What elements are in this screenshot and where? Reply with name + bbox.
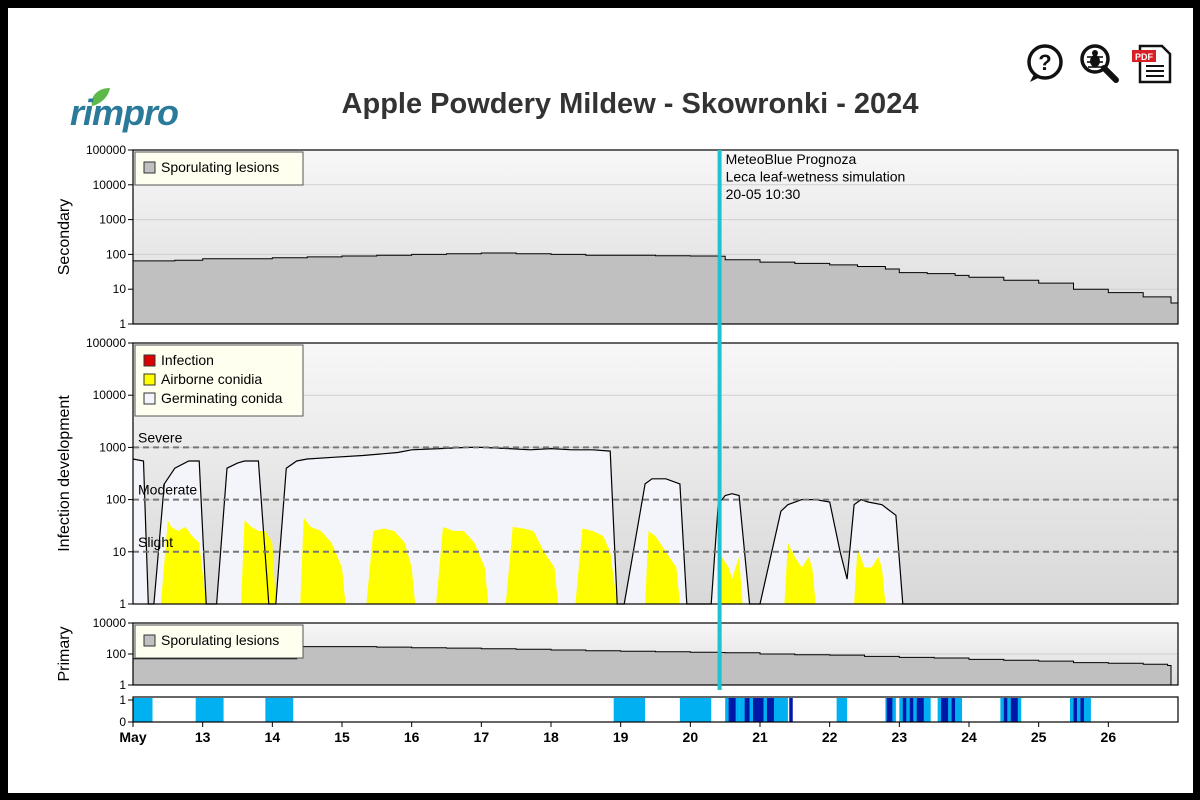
airborne-conidia-area: [160, 517, 886, 604]
legend-swatch: [143, 373, 156, 386]
secondary-y-label: Secondary: [56, 199, 73, 276]
pdf-icon[interactable]: PDF: [1130, 40, 1176, 86]
legend-label: Sporulating lesions: [161, 159, 279, 175]
wetness-bar: [265, 698, 294, 722]
wetness-bar: [753, 698, 764, 722]
wetness-bar: [1073, 698, 1077, 722]
primary-legend: Sporulating lesions: [134, 624, 304, 659]
infection-y-tick-label: 100000: [86, 336, 126, 350]
wetness-bar: [909, 698, 914, 722]
secondary-y-tick-label: 100000: [86, 143, 126, 157]
x-tick-label: 19: [613, 729, 629, 745]
infection-legend-box: [134, 344, 304, 417]
secondary-y-tick-label: 100: [106, 247, 126, 261]
x-tick-label: 25: [1031, 729, 1047, 745]
infection-y-label: Infection development: [56, 395, 73, 552]
wetness-bar: [766, 698, 774, 722]
x-tick-label: 22: [822, 729, 838, 745]
wetness-bar: [836, 698, 848, 722]
x-tick-label: 24: [961, 729, 977, 745]
wetness-bar: [195, 698, 224, 722]
infection-y-tick-label: 100: [106, 493, 126, 507]
primary-y-tick-label: 10000: [93, 616, 127, 630]
primary-y-tick-label: 1: [119, 678, 126, 692]
legend-swatch: [143, 161, 156, 174]
primary-legend-box: [134, 624, 304, 659]
primary-y-label: Primary: [56, 626, 73, 681]
x-tick-label: 18: [543, 729, 559, 745]
threshold-label-severe: Severe: [138, 429, 183, 445]
infection-y-tick-label: 10: [113, 545, 127, 559]
wetness-bar: [902, 698, 907, 722]
threshold-label-slight: Slight: [138, 534, 173, 550]
x-tick-label: 16: [404, 729, 420, 745]
primary-y-tick-label: 100: [106, 647, 126, 661]
pest-search-icon[interactable]: [1076, 40, 1122, 86]
secondary-sporulating-area: [133, 253, 1178, 324]
legend-swatch: [143, 354, 156, 367]
germinating-conidia-line: [132, 446, 1171, 605]
wetness-bar: [789, 698, 793, 722]
secondary-panel-border: [132, 149, 1179, 325]
wetness-bar: [679, 698, 712, 722]
primary-sporulating-line: [133, 646, 1178, 686]
legend-swatch: [143, 392, 156, 405]
primary-sporulating-area: [133, 646, 1178, 685]
wetness-bar: [1010, 698, 1018, 722]
x-tick-label: 20: [683, 729, 699, 745]
secondary-y-tick-label: 1000: [99, 213, 126, 227]
wetness-y-tick-label: 1: [119, 693, 126, 707]
logo-text: rimpro: [70, 92, 179, 133]
infection-y-tick-label: 10000: [93, 388, 127, 402]
secondary-legend-box: [134, 151, 304, 186]
secondary-sporulating-line: [133, 252, 1178, 304]
svg-text:?: ?: [1038, 50, 1051, 75]
toolbar: ? PDF: [1022, 40, 1177, 86]
legend-label: Sporulating lesions: [161, 632, 279, 648]
logo: rimpro: [70, 86, 190, 136]
wetness-bar: [941, 698, 949, 722]
x-tick-label: 15: [334, 729, 350, 745]
forecast-annotation: Leca leaf-wetness simulation: [726, 169, 906, 185]
secondary-y-tick-label: 10000: [93, 178, 127, 192]
wetness-bar: [744, 698, 750, 722]
wetness-y-tick-label: 0: [119, 715, 126, 729]
secondary-y-tick-label: 1: [119, 317, 126, 331]
wetness-bar: [886, 698, 893, 722]
x-tick-label: 13: [195, 729, 211, 745]
wetness-bar: [613, 698, 646, 722]
primary-panel-border: [132, 622, 1179, 686]
wetness-bar: [133, 698, 153, 722]
forecast-annotation: MeteoBlue Prognoza: [726, 151, 857, 167]
threshold-label-moderate: Moderate: [138, 482, 197, 498]
help-icon[interactable]: ?: [1022, 40, 1068, 86]
wetness-bar: [728, 698, 736, 722]
wetness-bar: [916, 698, 924, 722]
infection-y-tick-label: 1000: [99, 440, 126, 454]
infection-panel-border: [132, 342, 1179, 605]
infection-legend: Infection Airborne conidia Germinating con…: [134, 344, 304, 417]
legend-label: Airborne conidia: [161, 371, 262, 387]
chart-title: Apple Powdery Mildew - Skowronki - 2024: [341, 88, 919, 120]
x-tick-label: May: [119, 729, 146, 745]
pdf-icon-label: PDF: [1135, 52, 1154, 62]
x-tick-label: 14: [265, 729, 281, 745]
legend-swatch: [143, 634, 156, 647]
legend-label: Germinating conida: [161, 390, 283, 406]
x-tick-label: 23: [892, 729, 908, 745]
wetness-bar: [1080, 698, 1084, 722]
infection-y-tick-label: 1: [119, 597, 126, 611]
wetness-bar: [1003, 698, 1008, 722]
wetness-bar: [951, 698, 956, 722]
x-tick-label: 21: [752, 729, 768, 745]
secondary-legend: Sporulating lesions: [134, 151, 304, 186]
x-tick-label: 26: [1101, 729, 1117, 745]
forecast-annotation: 20-05 10:30: [726, 186, 801, 202]
wetness-panel-border: [132, 696, 1179, 723]
secondary-y-tick-label: 10: [113, 282, 127, 296]
legend-label: Infection: [161, 352, 214, 368]
x-tick-label: 17: [474, 729, 490, 745]
